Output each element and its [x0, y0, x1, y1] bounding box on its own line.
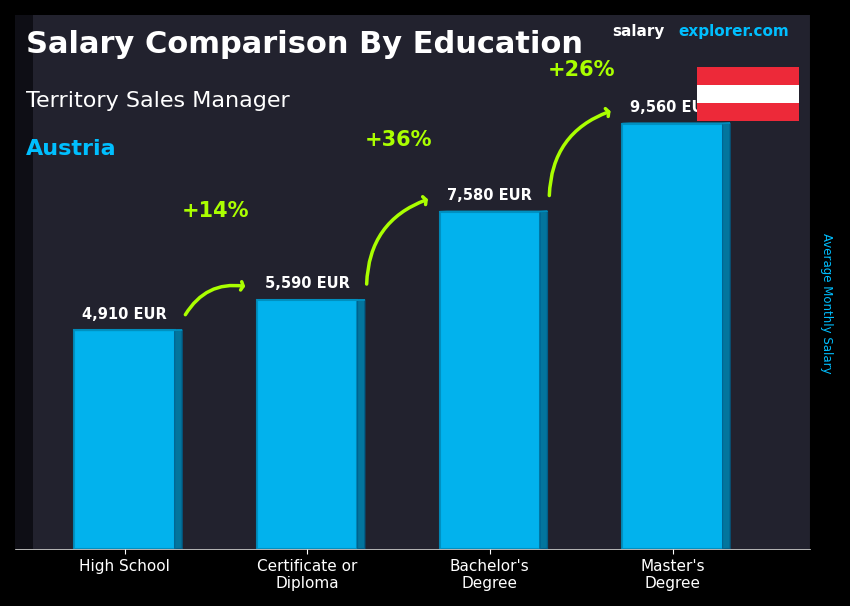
- Text: Austria: Austria: [26, 139, 116, 159]
- Polygon shape: [722, 123, 730, 549]
- Text: 9,560 EUR: 9,560 EUR: [630, 99, 715, 115]
- Bar: [697, 67, 799, 85]
- Bar: [622, 124, 722, 549]
- Text: 7,580 EUR: 7,580 EUR: [447, 188, 532, 203]
- Polygon shape: [358, 300, 365, 549]
- Bar: [74, 330, 175, 549]
- Text: +14%: +14%: [182, 201, 250, 221]
- Text: explorer.com: explorer.com: [678, 24, 789, 39]
- Text: Average Monthly Salary: Average Monthly Salary: [820, 233, 833, 373]
- Bar: [439, 211, 540, 549]
- Text: salary: salary: [612, 24, 665, 39]
- Polygon shape: [175, 330, 182, 549]
- Bar: [697, 85, 799, 103]
- Text: 4,910 EUR: 4,910 EUR: [82, 307, 167, 322]
- Text: Territory Sales Manager: Territory Sales Manager: [26, 91, 289, 111]
- Polygon shape: [540, 211, 547, 549]
- Bar: [697, 103, 799, 121]
- Text: 5,590 EUR: 5,590 EUR: [265, 276, 349, 291]
- Bar: [257, 300, 358, 549]
- Text: Salary Comparison By Education: Salary Comparison By Education: [26, 30, 582, 59]
- Text: +26%: +26%: [547, 60, 615, 80]
- Text: +36%: +36%: [365, 130, 433, 150]
